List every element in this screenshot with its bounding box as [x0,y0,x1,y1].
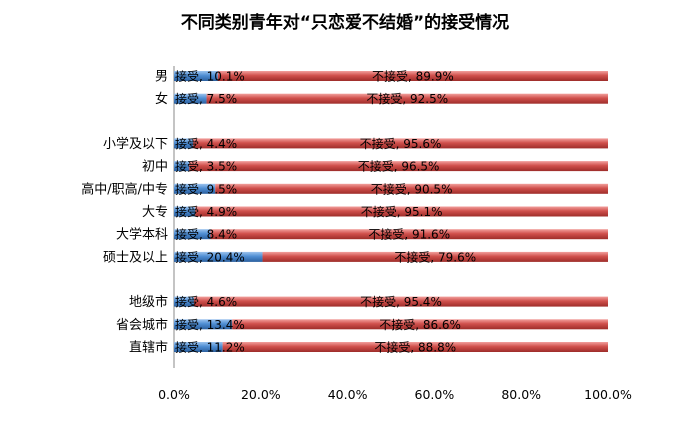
bar-not-accept [193,138,608,149]
bar-accept [174,251,263,262]
data-label-not-accept: 不接受, 92.5% [366,91,448,106]
x-tick-label: 60.0% [415,387,455,402]
bar-not-accept [232,319,608,330]
category-label: 初中 [142,160,168,175]
bar-not-accept [262,251,608,262]
bar-accept [174,71,218,81]
data-label-accept: 接受, 20.4% [175,249,245,264]
data-label-not-accept: 不接受, 79.6% [394,249,476,264]
bar-not-accept [189,161,608,172]
category-label: 省会城市 [116,317,168,333]
category-label: 直辖市 [129,340,168,356]
bar-not-accept [222,342,608,352]
bar-accept [174,183,216,194]
bar-not-accept [195,206,609,217]
data-label-accept: 接受, 3.5% [175,159,237,174]
data-label-accept: 接受, 13.4% [175,317,245,332]
data-label-accept: 接受, 4.6% [175,294,237,309]
data-label-accept: 接受, 4.4% [175,136,237,151]
data-label-not-accept: 不接受, 88.8% [374,340,456,355]
category-label: 地级市 [129,294,168,310]
data-label-accept: 接受, 8.4% [175,227,237,242]
data-label-accept: 接受, 4.9% [175,204,237,219]
bar-accept [174,93,207,104]
x-tick-label: 100.0% [584,387,632,402]
category-label: 女 [155,91,168,107]
data-label-accept: 接受, 11.2% [175,340,245,355]
data-label-not-accept: 不接受, 95.1% [361,204,443,219]
bar-accept [174,319,233,330]
bar-accept [174,342,223,352]
x-tick-label: 0.0% [158,387,190,402]
bar-accept [174,161,190,172]
data-label-not-accept: 不接受, 95.6% [360,136,442,151]
bar-accept [174,296,194,307]
data-label-accept: 接受, 10.1% [175,69,245,84]
data-label-not-accept: 不接受, 95.4% [360,294,442,309]
category-label: 大学本科 [116,227,168,243]
data-label-accept: 接受, 7.5% [175,91,237,106]
category-label: 小学及以下 [103,136,168,152]
x-tick-label: 80.0% [501,387,541,402]
data-label-accept: 接受, 9.5% [175,181,237,196]
category-label: 高中/职高/中专 [81,181,168,197]
bar-accept [174,229,211,240]
data-label-not-accept: 不接受, 89.9% [372,69,454,84]
data-label-not-accept: 不接受, 86.6% [379,317,461,332]
bar-accept [174,206,196,217]
bar-not-accept [210,229,608,240]
bar-not-accept [217,71,609,81]
x-tick-label: 20.0% [241,387,281,402]
category-label: 男 [155,70,168,85]
bar-accept [174,138,194,149]
plot-area: 男接受, 10.1% 不接受, 89.9% 女 接受, 7.5% 不接受, 92.5% 小… [81,66,632,402]
bar-not-accept [215,183,609,194]
x-tick-label: 40.0% [328,387,368,402]
chart-title: 不同类别青年对“只恋爱不结婚”的接受情况 [181,12,509,33]
bar-not-accept [193,296,609,307]
category-label: 大专 [142,205,168,220]
data-label-not-accept: 不接受, 91.6% [368,227,450,242]
data-label-not-accept: 不接受, 96.5% [358,159,440,174]
category-label: 硕士及以上 [103,250,168,265]
data-label-not-accept: 不接受, 90.5% [371,181,453,196]
bar-not-accept [206,93,609,104]
